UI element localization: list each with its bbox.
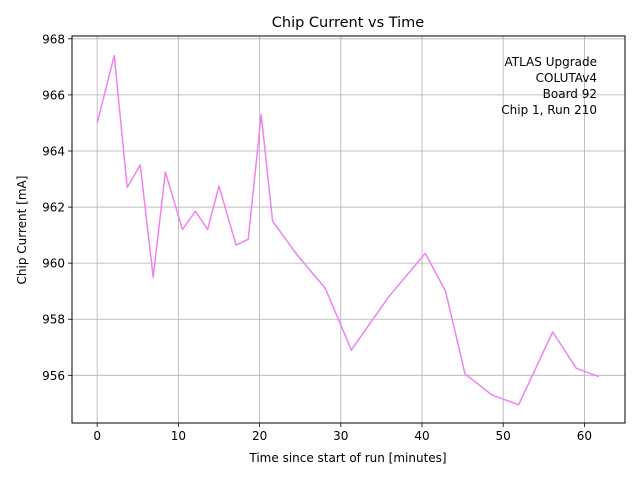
x-tick-label: 40: [414, 429, 429, 443]
x-tick-label: 0: [93, 429, 101, 443]
annotation-line: COLUTAv4: [536, 71, 597, 85]
x-tick-label: 30: [333, 429, 348, 443]
grid-lines: [72, 36, 625, 423]
series-line: [96, 54, 600, 406]
y-tick-label: 964: [42, 144, 65, 158]
y-tick-label: 958: [42, 313, 65, 327]
x-tick-label: 50: [496, 429, 511, 443]
y-axis-ticks: 956 958 960 962 964 966 968: [42, 32, 72, 383]
y-tick-label: 956: [42, 369, 65, 383]
y-tick-label: 968: [42, 32, 65, 46]
series-layer: [96, 54, 600, 406]
y-tick-label: 966: [42, 88, 65, 102]
y-tick-label: 962: [42, 201, 65, 215]
annotation-line: Chip 1, Run 210: [501, 103, 597, 117]
chart-title: Chip Current vs Time: [272, 15, 425, 31]
y-axis-label: Chip Current [mA]: [15, 176, 29, 285]
annotation-line: Board 92: [543, 87, 597, 101]
plot-frame: [71, 35, 626, 424]
x-tick-label: 60: [577, 429, 592, 443]
x-tick-label: 10: [171, 429, 186, 443]
annotation-line: ATLAS Upgrade: [504, 55, 597, 69]
y-tick-label: 960: [42, 257, 65, 271]
x-tick-label: 20: [252, 429, 267, 443]
x-axis-label: Time since start of run [minutes]: [248, 451, 446, 465]
x-axis-ticks: 0 10 20 30 40 50 60: [93, 423, 592, 443]
run-info-annotation: ATLAS Upgrade COLUTAv4 Board 92 Chip 1, …: [501, 55, 597, 117]
